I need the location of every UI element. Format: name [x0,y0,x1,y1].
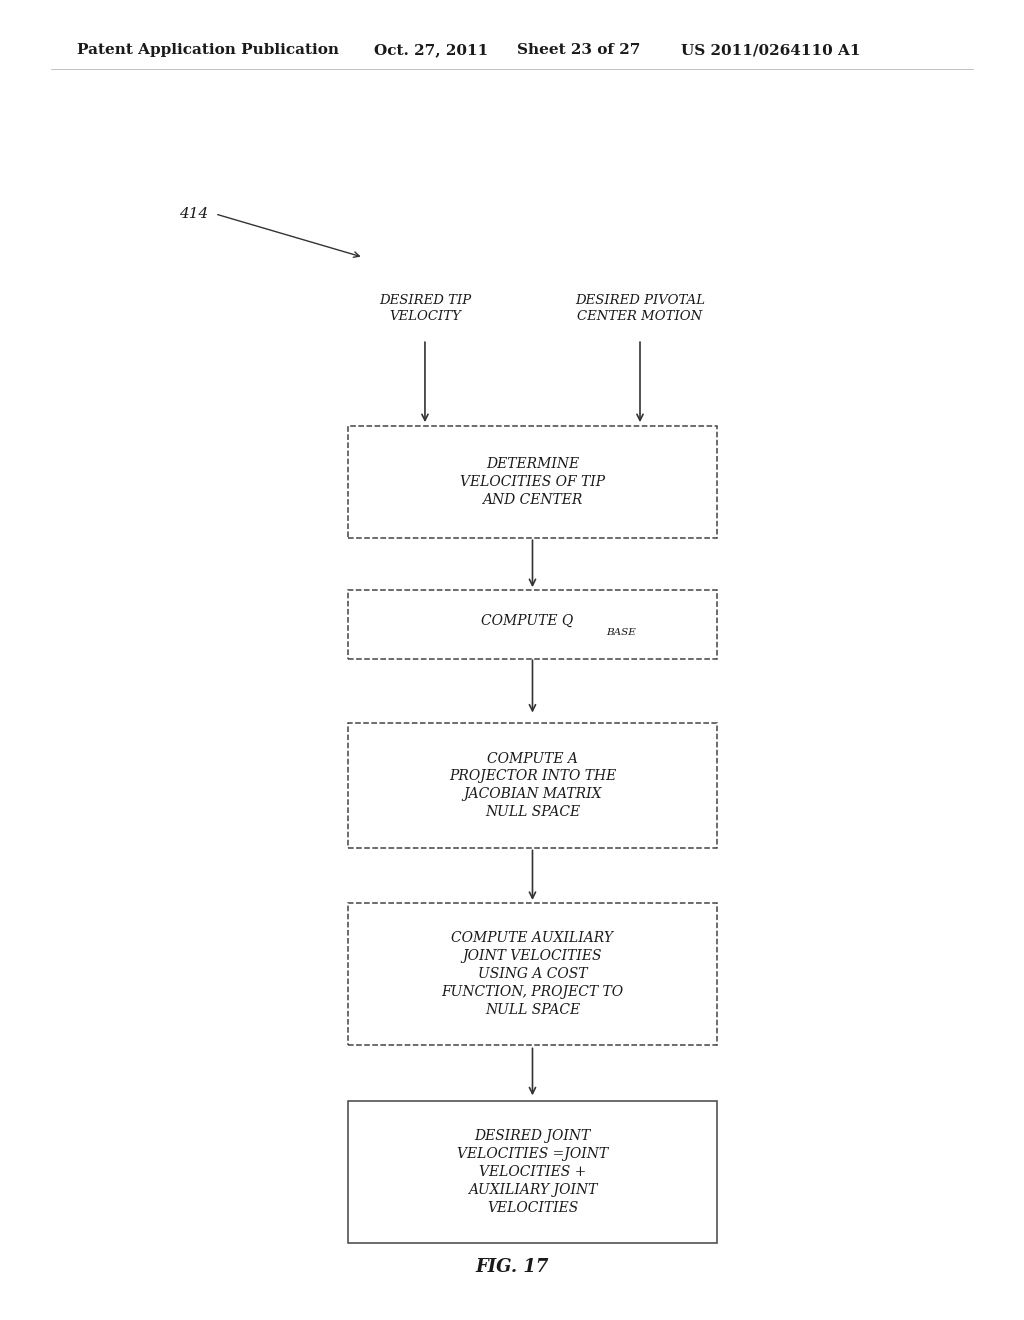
Text: DESIRED TIP
VELOCITY: DESIRED TIP VELOCITY [379,294,471,323]
Text: US 2011/0264110 A1: US 2011/0264110 A1 [681,44,860,57]
Text: COMPUTE AUXILIARY
JOINT VELOCITIES
USING A COST
FUNCTION, PROJECT TO
NULL SPACE: COMPUTE AUXILIARY JOINT VELOCITIES USING… [441,932,624,1016]
FancyBboxPatch shape [348,1101,717,1243]
Text: Patent Application Publication: Patent Application Publication [77,44,339,57]
Text: BASE: BASE [606,628,636,636]
Text: Oct. 27, 2011: Oct. 27, 2011 [374,44,488,57]
FancyBboxPatch shape [348,425,717,539]
Text: DESIRED PIVOTAL
CENTER MOTION: DESIRED PIVOTAL CENTER MOTION [575,294,705,323]
FancyBboxPatch shape [348,590,717,659]
Text: COMPUTE Q: COMPUTE Q [481,614,573,627]
FancyBboxPatch shape [348,722,717,847]
Text: COMPUTE A
PROJECTOR INTO THE
JACOBIAN MATRIX
NULL SPACE: COMPUTE A PROJECTOR INTO THE JACOBIAN MA… [449,751,616,820]
Text: Sheet 23 of 27: Sheet 23 of 27 [517,44,640,57]
Text: DESIRED JOINT
VELOCITIES =JOINT
VELOCITIES +
AUXILIARY JOINT
VELOCITIES: DESIRED JOINT VELOCITIES =JOINT VELOCITI… [457,1130,608,1214]
Text: 414: 414 [179,207,209,220]
FancyBboxPatch shape [348,903,717,1045]
Text: DETERMINE
VELOCITIES OF TIP
AND CENTER: DETERMINE VELOCITIES OF TIP AND CENTER [460,457,605,507]
Text: FIG. 17: FIG. 17 [475,1258,549,1276]
